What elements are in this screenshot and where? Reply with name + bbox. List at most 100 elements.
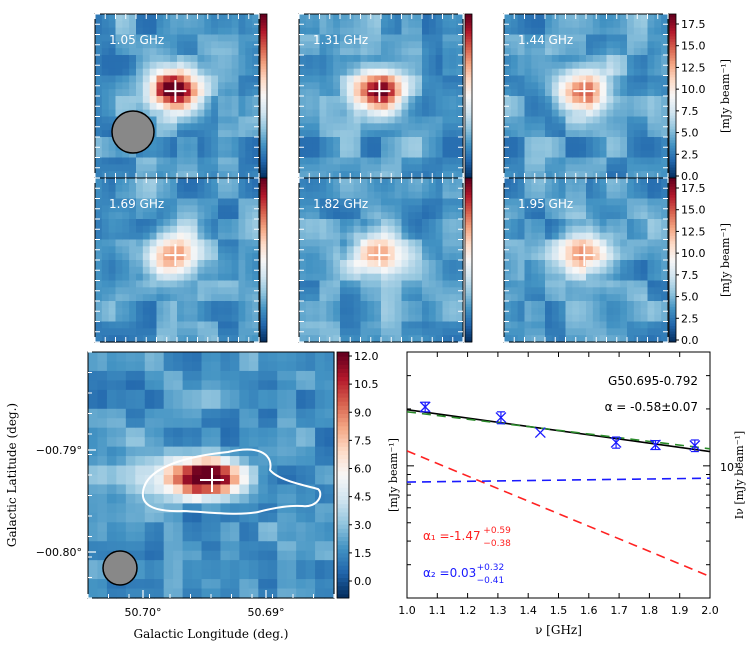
map-pixel xyxy=(620,335,628,343)
map-pixel xyxy=(374,184,382,193)
map-pixel xyxy=(333,61,341,70)
map-pixel xyxy=(538,280,546,288)
map-pixel xyxy=(592,307,601,316)
map-pixel xyxy=(115,157,123,165)
map-pixel xyxy=(129,212,137,220)
map-pixel xyxy=(592,82,601,90)
map-pixel xyxy=(640,232,649,241)
map-pixel xyxy=(154,579,165,590)
map-pixel xyxy=(435,123,444,131)
map-pixel xyxy=(122,232,130,241)
map-pixel xyxy=(197,96,205,104)
map-pixel xyxy=(201,418,212,429)
map-pixel xyxy=(428,301,437,309)
colorbar-segment xyxy=(465,199,472,204)
map-pixel xyxy=(415,116,423,124)
map-pixel xyxy=(136,280,144,288)
map-pixel xyxy=(415,178,423,186)
map-pixel xyxy=(220,560,231,571)
map-pixel xyxy=(415,198,423,206)
map-pixel xyxy=(606,75,614,83)
colorbar-segment xyxy=(465,197,472,201)
map-pixel xyxy=(422,294,430,302)
map-pixel xyxy=(125,579,136,590)
map-pixel xyxy=(606,205,614,213)
map-pixel xyxy=(183,301,192,309)
map-pixel xyxy=(163,253,171,261)
map-pixel xyxy=(204,253,212,261)
map-pixel xyxy=(510,143,519,152)
map-pixel xyxy=(620,164,628,172)
map-pixel xyxy=(449,123,457,131)
map-pixel xyxy=(613,294,621,302)
map-pixel xyxy=(381,232,389,241)
map-pixel xyxy=(312,314,321,323)
colorbar-segment xyxy=(260,14,267,18)
map-pixel xyxy=(545,314,553,323)
map-pixel xyxy=(415,150,423,159)
map-pixel xyxy=(333,123,341,131)
map-pixel xyxy=(340,89,348,97)
map-pixel xyxy=(116,370,127,381)
map-pixel xyxy=(122,68,130,77)
map-pixel xyxy=(599,102,608,111)
map-pixel xyxy=(190,246,199,254)
map-pixel xyxy=(192,361,203,372)
map-pixel xyxy=(647,150,655,159)
map-pixel xyxy=(156,280,164,288)
map-pixel xyxy=(346,48,355,56)
map-pixel xyxy=(238,55,246,63)
map-pixel xyxy=(177,205,185,213)
map-pixel xyxy=(394,191,403,200)
map-pixel xyxy=(286,456,297,467)
map-pixel xyxy=(197,55,205,63)
map-pixel xyxy=(565,219,573,227)
map-pixel xyxy=(545,260,553,268)
map-pixel xyxy=(182,531,193,542)
map-pixel xyxy=(224,287,233,295)
map-pixel xyxy=(135,446,146,457)
map-pixel xyxy=(177,164,185,172)
map-pixel xyxy=(442,287,450,295)
map-pixel xyxy=(510,260,519,268)
map-pixel xyxy=(599,157,608,165)
map-pixel xyxy=(211,48,219,56)
map-pixel xyxy=(204,328,212,336)
map-pixel xyxy=(531,198,539,206)
map-pixel xyxy=(144,437,155,448)
map-pixel xyxy=(640,328,649,336)
map-pixel xyxy=(315,418,326,429)
map-pixel xyxy=(129,150,137,159)
map-pixel xyxy=(142,266,151,275)
map-pixel xyxy=(449,328,457,336)
map-pixel xyxy=(122,205,130,213)
map-pixel xyxy=(136,328,144,336)
map-pixel xyxy=(211,399,222,410)
map-pixel xyxy=(136,102,144,111)
map-pixel xyxy=(531,157,539,165)
map-pixel xyxy=(170,102,178,111)
map-pixel xyxy=(620,239,628,247)
map-pixel xyxy=(224,273,233,282)
map-pixel xyxy=(647,27,655,36)
map-pixel xyxy=(95,109,103,118)
map-pixel xyxy=(360,239,368,247)
map-pixel xyxy=(312,143,321,152)
map-pixel xyxy=(142,48,151,56)
map-pixel xyxy=(579,314,587,323)
map-pixel xyxy=(319,75,327,83)
map-pixel xyxy=(538,137,546,145)
map-pixel xyxy=(572,164,580,172)
map-pixel xyxy=(170,294,178,302)
map-pixel xyxy=(565,27,573,36)
map-pixel xyxy=(504,75,512,83)
map-pixel xyxy=(579,89,587,97)
map-pixel xyxy=(197,102,205,111)
map-pixel xyxy=(613,321,621,329)
map-pixel xyxy=(531,55,539,63)
map-pixel xyxy=(190,307,199,316)
map-pixel xyxy=(538,232,546,241)
map-pixel xyxy=(97,352,108,363)
map-pixel xyxy=(613,102,621,111)
map-pixel xyxy=(387,150,396,159)
